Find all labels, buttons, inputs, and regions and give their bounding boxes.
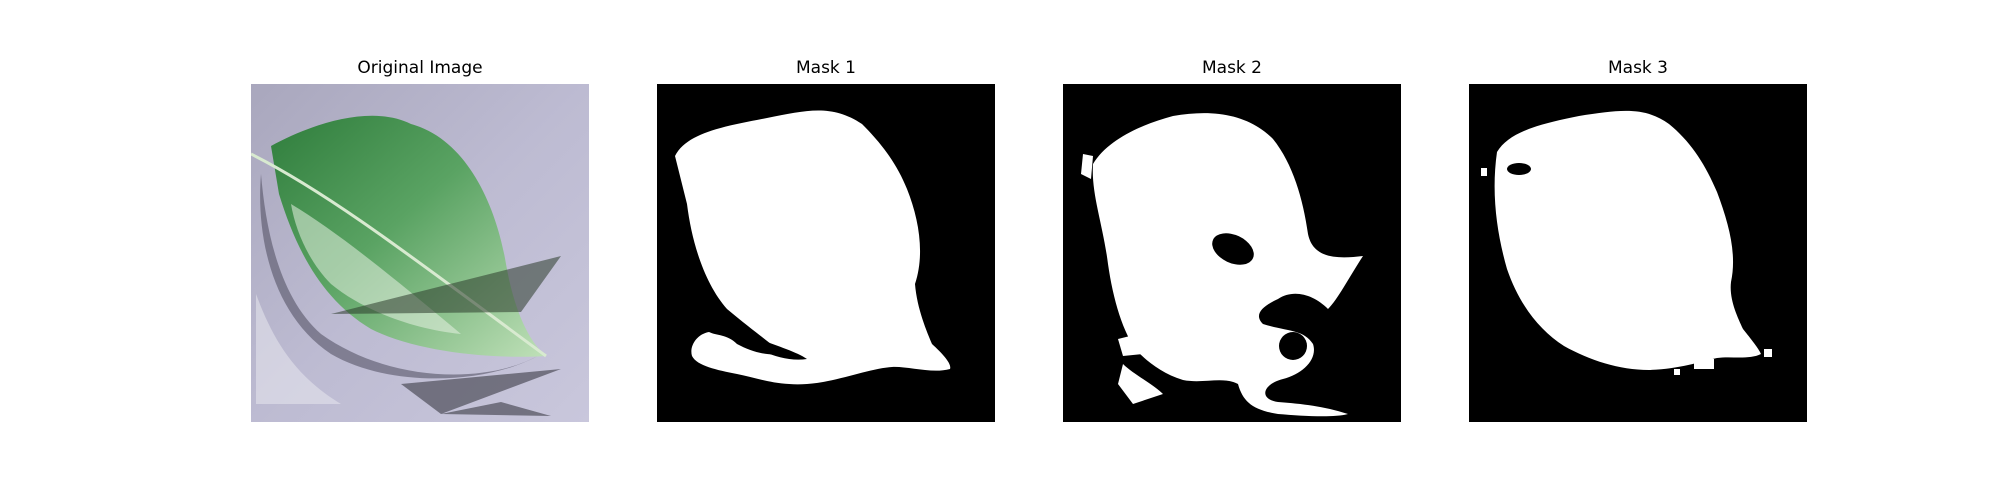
- mask-2-image: [1063, 84, 1401, 422]
- panel-title: Mask 3: [1607, 58, 1668, 78]
- panel-title: Mask 1: [795, 58, 856, 78]
- panel-mask-3: Mask 3: [1469, 0, 1807, 500]
- panel-mask-1: Mask 1: [657, 0, 995, 500]
- panel-mask-2: Mask 2: [1063, 0, 1401, 500]
- panel-title: Mask 2: [1201, 58, 1262, 78]
- mask-1-image: [657, 84, 995, 422]
- panel-title: Original Image: [357, 58, 483, 78]
- mask-3-image: [1469, 84, 1807, 422]
- panel-original-image: Original Image: [251, 0, 589, 500]
- original-image: [251, 84, 589, 422]
